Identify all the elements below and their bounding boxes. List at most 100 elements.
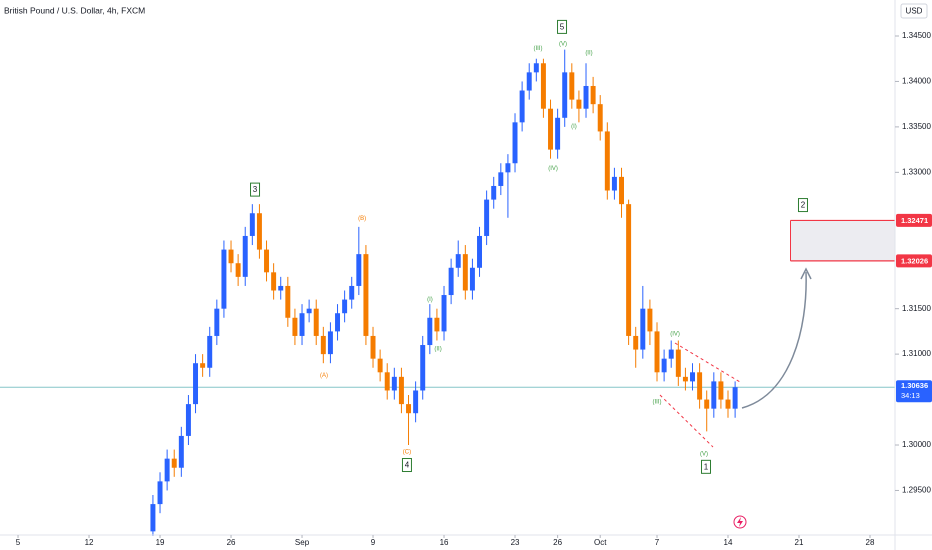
wedge-upper — [674, 342, 741, 383]
projection-arrow — [741, 271, 807, 409]
price-label: 1.32471 — [901, 216, 928, 225]
wave-label-major: 1 — [704, 462, 709, 471]
x-tick-label: 12 — [85, 538, 94, 547]
candle-body — [647, 308, 653, 332]
candle-body — [455, 254, 461, 268]
y-tick-label: 1.33000 — [902, 167, 931, 176]
candle-body — [157, 481, 163, 505]
candle-body — [271, 272, 277, 291]
wave-box — [797, 198, 808, 213]
candle-body — [320, 335, 326, 355]
candle-body — [299, 313, 305, 336]
candle-body — [654, 331, 660, 373]
candle-body — [249, 213, 255, 236]
x-tick-label: 19 — [156, 538, 165, 547]
wave-label: (II) — [585, 50, 592, 56]
candle-body — [697, 372, 703, 400]
candle-body — [462, 254, 468, 291]
candle-body — [469, 267, 475, 291]
x-tick-label: 14 — [724, 538, 733, 547]
candle-body — [264, 249, 270, 273]
wave-label: (III) — [653, 399, 662, 405]
wave-box — [401, 458, 412, 473]
candle-body — [285, 285, 291, 318]
candle-body — [406, 404, 412, 414]
x-tick-label: 28 — [866, 538, 875, 547]
x-tick-label: 26 — [227, 538, 236, 547]
candle-body — [228, 249, 234, 264]
candle-body — [164, 458, 170, 482]
candle-body — [398, 376, 404, 405]
candle-body — [498, 172, 504, 186]
candle-body — [427, 317, 433, 346]
candle-body — [519, 90, 525, 123]
price-label-box — [896, 213, 932, 227]
x-tick-label: 5 — [16, 538, 21, 547]
candle-body — [413, 390, 419, 414]
x-tick-label: 7 — [655, 538, 660, 547]
candle-body — [633, 335, 639, 350]
candle-body — [207, 335, 213, 368]
x-tick-label: 23 — [511, 538, 520, 547]
candle-body — [626, 204, 632, 336]
candle-body — [214, 308, 220, 336]
wave-label: (I) — [427, 297, 433, 303]
wave-label: (IV) — [670, 331, 680, 337]
wave-label-major: 5 — [560, 23, 565, 32]
candle-body — [384, 372, 390, 391]
candle-body — [370, 335, 376, 359]
y-tick-label: 1.33500 — [902, 122, 931, 131]
candle-body — [725, 399, 731, 409]
wedge-lower — [659, 394, 714, 448]
candle-body — [576, 99, 582, 109]
wave-label-major: 4 — [405, 461, 410, 470]
x-tick-label: 9 — [371, 538, 376, 547]
candle-body — [682, 376, 688, 382]
candle-body — [335, 313, 341, 332]
wave-label: (A) — [320, 373, 328, 379]
arrow-head — [800, 267, 812, 280]
candle-body — [356, 254, 362, 286]
candle-body — [221, 249, 227, 309]
candle-body — [540, 63, 546, 109]
x-tick-label: Oct — [594, 538, 607, 547]
candle-body — [597, 104, 603, 132]
wave-label: (B) — [358, 216, 366, 222]
candle-body — [434, 317, 440, 332]
y-tick-label: 1.34500 — [902, 31, 931, 40]
current-price-label: 1.30636 — [901, 381, 928, 390]
target-zone — [790, 220, 895, 261]
candle-body — [150, 504, 156, 532]
wave-label-major: 3 — [253, 185, 258, 194]
candle-body — [675, 349, 681, 377]
currency: USD — [906, 7, 923, 16]
wave-box — [250, 182, 261, 197]
candle-body — [342, 299, 348, 314]
candle-body — [704, 399, 710, 409]
candle-body — [391, 376, 397, 391]
candle-body — [619, 176, 625, 205]
candle-body — [363, 254, 369, 336]
price-label-box — [896, 254, 932, 268]
currency-box[interactable] — [900, 3, 928, 19]
wave-label: (V) — [700, 451, 708, 457]
candle-body — [441, 295, 447, 332]
candle-body — [306, 308, 312, 314]
candle-body — [327, 331, 333, 355]
candle-body — [661, 358, 667, 373]
x-tick-label: 26 — [553, 538, 562, 547]
candle-body — [193, 363, 199, 405]
y-tick-label: 1.34000 — [902, 77, 931, 86]
x-tick-label: 21 — [795, 538, 804, 547]
candle-body — [278, 285, 284, 291]
candle-body — [349, 285, 355, 300]
candle-body — [732, 387, 738, 409]
candle-body — [562, 72, 568, 118]
candle-body — [668, 349, 674, 359]
candle-body — [171, 458, 177, 468]
candle-body — [711, 381, 717, 409]
wave-label: (II) — [434, 347, 441, 353]
candle-body — [526, 72, 532, 91]
candle-body — [604, 131, 610, 191]
wave-box — [701, 459, 712, 474]
